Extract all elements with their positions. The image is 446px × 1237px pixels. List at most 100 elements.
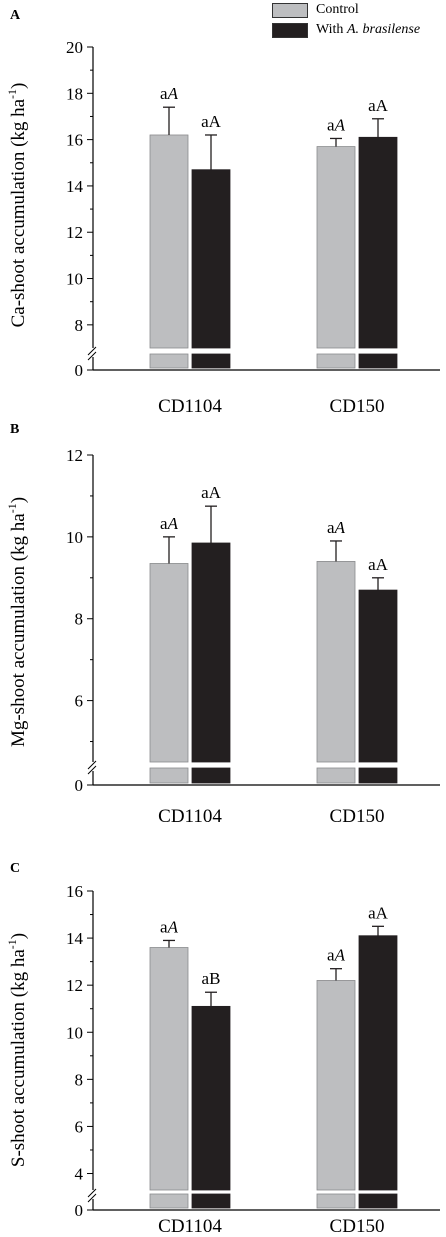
y-tick-label: 20 <box>66 38 83 57</box>
axis-break-mark <box>87 346 97 356</box>
y-tick-label: 10 <box>66 1023 83 1042</box>
panel-letter: B <box>10 422 19 437</box>
legend-swatch-treated <box>272 22 308 38</box>
y-axis-label-superscript: -1 <box>5 89 19 99</box>
bar-cd150-treated <box>358 136 398 349</box>
bar-label-upper: A <box>376 555 389 574</box>
bar-label-lower: a <box>368 96 376 115</box>
bar-label-lower: a <box>327 946 335 965</box>
y-axis-label-close: ) <box>8 83 29 89</box>
bar-label-lower: a <box>160 84 168 103</box>
y-axis-label-superscript: -1 <box>5 939 19 949</box>
bar-significance-label: aA <box>327 518 346 537</box>
y-tick-label-zero: 0 <box>75 361 84 380</box>
bar-stub-cd150-control <box>316 1193 356 1209</box>
legend-label-treated-species: A. brasilense <box>346 22 421 37</box>
bar-label-lower: a <box>201 112 209 131</box>
y-axis-label-main: Ca-shoot accumulation (kg ha <box>8 98 29 327</box>
bar-label-lower: a <box>160 917 168 936</box>
bar-stub-cd1104-treated <box>191 767 231 784</box>
bar-label-lower: a <box>327 115 335 134</box>
bar-label-upper: A <box>334 946 346 965</box>
bar-significance-label: aA <box>160 84 179 103</box>
bar-label-lower: a <box>368 555 376 574</box>
axis-break-mark <box>87 765 97 775</box>
bar-significance-label: aA <box>201 112 222 131</box>
y-tick-label: 8 <box>75 1070 84 1089</box>
bar-cd150-control <box>316 980 356 1191</box>
y-tick-label: 14 <box>66 929 84 948</box>
y-tick-label: 6 <box>75 1117 84 1136</box>
bar-label-upper: A <box>209 112 222 131</box>
bar-significance-label: aA <box>368 903 389 922</box>
x-category-label: CD1104 <box>158 1216 222 1237</box>
bar-stub-cd1104-control <box>149 1193 189 1209</box>
bar-cd1104-treated <box>191 1005 231 1191</box>
panel-letter: A <box>10 8 21 23</box>
y-axis-label: Ca-shoot accumulation (kg ha-1) <box>5 83 29 328</box>
x-category-label: CD150 <box>330 806 385 827</box>
y-tick-label: 8 <box>75 610 84 629</box>
y-tick-label: 10 <box>66 270 83 289</box>
bar-stub-cd150-control <box>316 767 356 784</box>
bar-label-upper: A <box>334 115 346 134</box>
bar-stub-cd150-treated <box>358 1193 398 1209</box>
y-tick-label-zero: 0 <box>75 776 84 795</box>
y-axis-label-main: Mg-shoot accumulation (kg ha <box>8 513 29 747</box>
bar-label-upper: A <box>334 518 346 537</box>
chart-panel-a: A 8 10 12 14 16 18 20 0 Ca-shoot accumulation (kg… <box>5 8 440 417</box>
bar-significance-label: aA <box>160 514 179 533</box>
bar-label-upper: A <box>376 96 389 115</box>
bar-label-lower: a <box>368 903 376 922</box>
y-tick-label: 12 <box>66 223 83 242</box>
legend-label-treated: With A. brasilense <box>316 22 420 38</box>
y-tick-label: 12 <box>66 446 83 465</box>
bar-label-upper: A <box>209 483 222 502</box>
axis-break-mark <box>87 760 97 770</box>
legend-label-control: Control <box>316 2 359 17</box>
y-tick-label: 14 <box>66 177 84 196</box>
y-tick-label: 16 <box>66 882 83 901</box>
y-tick-label: 8 <box>75 316 84 335</box>
axis-break-mark <box>87 1193 97 1203</box>
y-tick-label: 16 <box>66 131 83 150</box>
bar-label-lower: a <box>160 514 168 533</box>
x-category-label: CD150 <box>330 1216 385 1237</box>
y-axis-label-close: ) <box>8 497 29 503</box>
bar-label-lower: a <box>202 969 210 988</box>
bar-cd150-treated <box>358 935 398 1191</box>
bar-cd1104-control <box>149 947 189 1191</box>
bar-significance-label: aA <box>327 115 346 134</box>
bar-stub-cd1104-treated <box>191 353 231 369</box>
bar-significance-label: aA <box>201 483 222 502</box>
legend-label-treated-prefix: With <box>316 22 347 37</box>
axis-break-mark <box>87 351 97 361</box>
y-tick-label: 12 <box>66 976 83 995</box>
bar-label-lower: a <box>327 518 335 537</box>
legend-item-treated: With A. brasilense <box>272 20 420 40</box>
bar-stub-cd1104-control <box>149 353 189 369</box>
bar-label-upper: B <box>209 969 220 988</box>
bar-cd1104-control <box>149 563 189 763</box>
bar-stub-cd150-treated <box>358 767 398 784</box>
bar-significance-label: aA <box>160 917 179 936</box>
bar-stub-cd150-treated <box>358 353 398 369</box>
bar-cd1104-control <box>149 134 189 349</box>
panel-letter: C <box>10 861 20 876</box>
y-axis-label: Mg-shoot accumulation (kg ha-1) <box>5 497 29 747</box>
bar-stub-cd1104-treated <box>191 1193 231 1209</box>
y-axis-label-main: S-shoot accumulation (kg ha <box>8 949 29 1167</box>
bar-significance-label: aA <box>368 96 389 115</box>
y-tick-label-zero: 0 <box>75 1201 84 1220</box>
x-category-label: CD150 <box>330 396 385 417</box>
axis-break-mark <box>87 1188 97 1198</box>
y-tick-label: 18 <box>66 84 83 103</box>
bar-stub-cd150-control <box>316 353 356 369</box>
bar-cd150-control <box>316 561 356 763</box>
bar-cd150-treated <box>358 589 398 763</box>
y-tick-label: 10 <box>66 528 83 547</box>
legend: Control With A. brasilense <box>272 0 446 44</box>
chart-panel-c: C 4 6 8 10 12 14 16 0 S-shoot accumulation (kg ha… <box>5 861 440 1237</box>
bar-significance-label: aB <box>202 969 221 988</box>
